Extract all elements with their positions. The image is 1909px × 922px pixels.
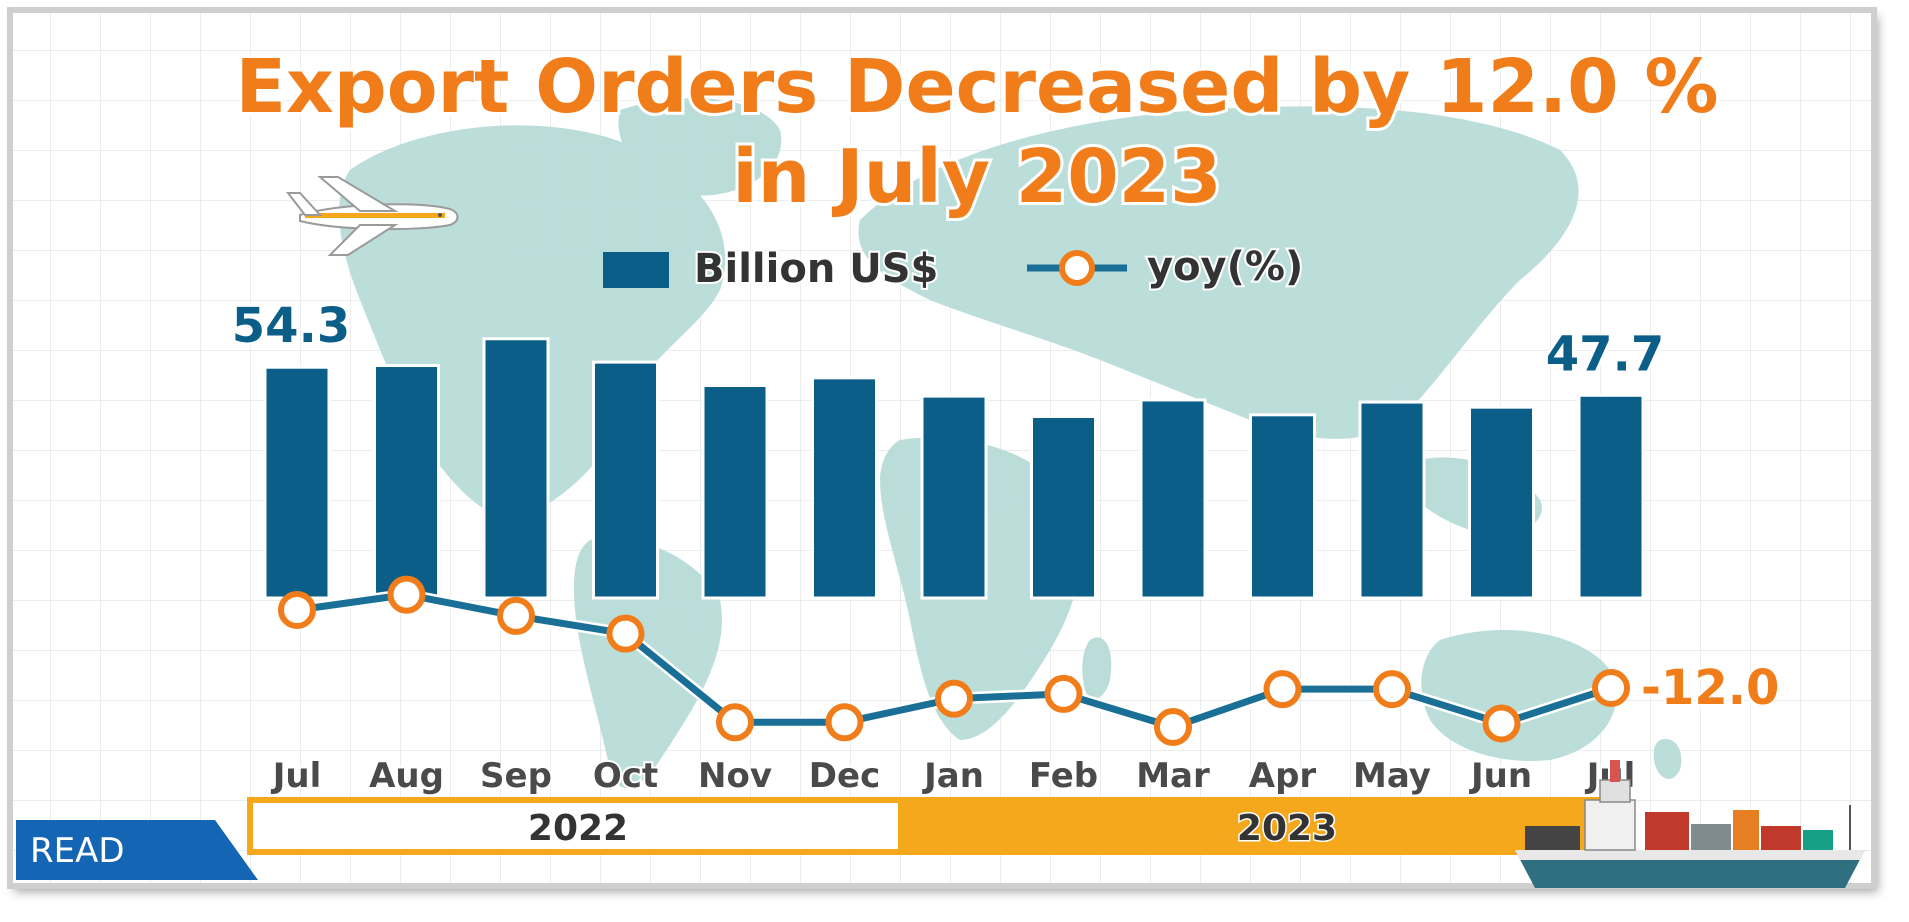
data-label-1: 47.7 xyxy=(1546,326,1664,382)
bar-2 xyxy=(482,337,550,600)
yoy-point-10 xyxy=(1373,670,1411,709)
x-tick-label-5: Dec xyxy=(809,756,880,796)
map-australia xyxy=(1421,630,1617,761)
map-new-zealand xyxy=(1653,739,1682,780)
read-badge[interactable]: READ xyxy=(16,820,258,880)
map-europe-asia xyxy=(858,106,1579,439)
map-greenland xyxy=(618,98,782,196)
yoy-point-8 xyxy=(1154,708,1192,746)
year-band-2023-fill xyxy=(898,803,1597,849)
legend-line-label: yoy(%) xyxy=(1147,244,1303,290)
bar-5 xyxy=(811,376,878,600)
yoy-point-5 xyxy=(825,703,864,742)
year-label-2023: 2023 xyxy=(1237,808,1337,849)
x-tick-label-6: Jan xyxy=(922,756,984,796)
legend-line-marker xyxy=(1059,250,1095,286)
legend-bar-label: Billion US$ xyxy=(694,246,938,292)
x-tick-label-10: May xyxy=(1353,756,1431,796)
map-south-america xyxy=(573,538,722,789)
bar-9 xyxy=(1249,413,1316,600)
yoy-point-0 xyxy=(278,591,316,629)
x-tick-label-9: Apr xyxy=(1249,756,1317,796)
x-tick-label-2: Sep xyxy=(480,756,552,796)
cargo-ship-icon xyxy=(1515,760,1865,888)
x-axis-labels: JulAugSepOctNovDecJanFebMarAprMayJunJul xyxy=(269,754,1638,798)
data-labels: 54.3 47.7 -12.0 xyxy=(229,296,1782,719)
yoy-point-11 xyxy=(1482,704,1521,743)
yoy-point-9 xyxy=(1263,670,1302,709)
title-line-2: in July 2023 xyxy=(732,134,1221,220)
chart-legend: Billion US$ yoy(%) xyxy=(603,242,1305,294)
bar-3 xyxy=(592,360,659,600)
yoy-line-series xyxy=(278,575,1630,746)
data-label-0: 54.3 xyxy=(232,298,350,354)
data-label-2: -12.0 xyxy=(1641,660,1779,716)
bar-10 xyxy=(1358,400,1426,600)
year-label-2022: 2022 xyxy=(528,808,628,849)
x-tick-label-4: Nov xyxy=(698,756,772,796)
yoy-point-2 xyxy=(497,596,535,635)
yoy-point-12 xyxy=(1592,669,1630,707)
year-band: 2022 2023 xyxy=(247,797,1603,855)
bar-11 xyxy=(1468,405,1535,600)
bar-6 xyxy=(920,394,988,600)
bar-series xyxy=(263,337,1645,600)
chart-title: Export Orders Decreased by 12.0 % in Jul… xyxy=(232,41,1721,223)
yoy-point-3 xyxy=(606,614,645,653)
bar-0 xyxy=(263,365,331,600)
bar-12 xyxy=(1577,393,1645,600)
yoy-point-7 xyxy=(1044,674,1083,713)
x-tick-label-11: Jun xyxy=(1469,756,1532,796)
x-tick-label-3: Oct xyxy=(593,756,658,796)
bar-7 xyxy=(1030,415,1097,600)
bar-8 xyxy=(1139,398,1207,600)
yoy-point-6 xyxy=(935,679,973,718)
read-badge-label: READ xyxy=(30,831,125,871)
airplane-icon xyxy=(285,176,459,256)
legend-bar-swatch xyxy=(603,252,669,288)
bar-1 xyxy=(373,364,440,600)
yoy-point-1 xyxy=(387,575,426,614)
x-tick-label-1: Aug xyxy=(369,756,444,796)
x-tick-label-0: Jul xyxy=(271,756,322,796)
map-madagascar xyxy=(1082,637,1112,699)
bar-4 xyxy=(701,384,769,600)
yoy-point-4 xyxy=(716,703,754,742)
x-tick-label-7: Feb xyxy=(1029,756,1098,796)
x-tick-label-8: Mar xyxy=(1136,756,1210,796)
title-line-1: Export Orders Decreased by 12.0 % xyxy=(235,44,1718,130)
